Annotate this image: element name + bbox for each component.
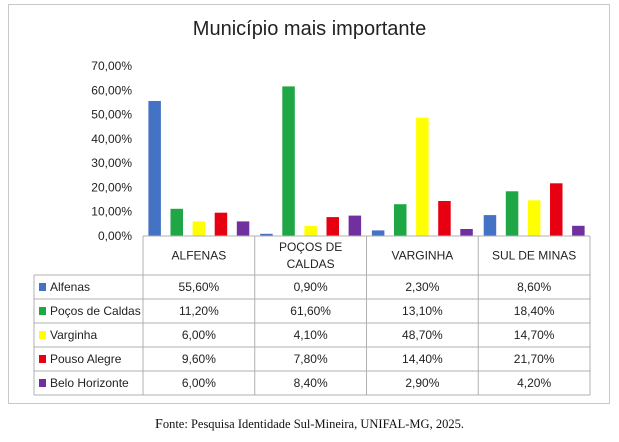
chart-svg: 0,00% 10,00% 20,00% 30,00% 40,00% 50,00% 60,00… <box>33 59 591 396</box>
y-tick-label: 70,00% <box>91 59 132 73</box>
y-tick-label: 60,00% <box>91 83 132 97</box>
figure-caption: Fonte: Pesquisa Identidade Sul-Mineira, … <box>0 417 619 433</box>
data-label: 0,90% <box>294 280 328 294</box>
category-label: CALDAS <box>287 257 335 271</box>
bar-alfenas <box>148 101 161 236</box>
data-label: 8,40% <box>294 376 328 390</box>
bar-pouso-alegre <box>214 212 228 236</box>
data-label: 6,00% <box>182 376 216 390</box>
data-label: 9,60% <box>182 352 216 366</box>
category-label: ALFENAS <box>172 249 227 263</box>
data-label: 7,80% <box>294 352 328 366</box>
data-label: 2,30% <box>405 280 439 294</box>
legend-key <box>39 283 46 291</box>
bar-alfenas <box>371 230 385 236</box>
legend-key <box>39 355 46 363</box>
chart-title: Município mais importante <box>192 18 427 40</box>
data-label: 11,20% <box>179 304 219 318</box>
data-label: 55,60% <box>179 280 220 294</box>
bar-belo-horizonte <box>460 229 473 236</box>
category-label: SUL DE MINAS <box>492 249 576 263</box>
data-label: 13,10% <box>402 304 443 318</box>
y-tick-label: 10,00% <box>91 205 132 219</box>
bar-varginha <box>527 200 541 236</box>
bar-varginha <box>304 226 317 236</box>
legend-label: Varginha <box>50 328 97 342</box>
data-label: 21,70% <box>514 352 555 366</box>
data-label: 8,60% <box>517 280 551 294</box>
y-tick-label: 30,00% <box>91 156 132 170</box>
data-label: 2,90% <box>405 376 439 390</box>
bar-poços-de-caldas <box>170 208 183 236</box>
data-label: 48,70% <box>402 328 443 342</box>
data-label: 6,00% <box>182 328 216 342</box>
bar-pouso-alegre <box>438 201 451 236</box>
data-label: 14,40% <box>402 352 443 366</box>
data-label: 14,70% <box>514 328 555 342</box>
bar-pouso-alegre <box>550 183 563 236</box>
data-label: 18,40% <box>514 304 555 318</box>
bar-poços-de-caldas <box>394 204 407 236</box>
bar-varginha <box>192 221 206 236</box>
caption-text: onte: Pesquisa Identidade Sul-Mineira, U… <box>162 417 464 431</box>
legend-label: Poços de Caldas <box>50 304 141 318</box>
bar-alfenas <box>260 233 273 236</box>
legend-key <box>39 331 46 339</box>
bar-belo-horizonte <box>348 215 362 236</box>
bar-belo-horizonte <box>236 221 250 236</box>
legend-label: Pouso Alegre <box>50 352 122 366</box>
bar-alfenas <box>483 215 497 236</box>
bar-poços-de-caldas <box>282 86 295 237</box>
bar-belo-horizonte <box>572 225 585 236</box>
y-tick-label: 20,00% <box>91 180 132 194</box>
legend-label: Alfenas <box>50 280 90 294</box>
y-tick-label: 0,00% <box>98 229 132 243</box>
data-label: 61,60% <box>290 304 331 318</box>
y-tick-label: 40,00% <box>91 132 132 146</box>
bar-poços-de-caldas <box>505 191 519 236</box>
legend-key <box>39 307 46 315</box>
bar-varginha <box>416 117 429 236</box>
legend-key <box>39 379 46 387</box>
caption-initial: F <box>155 417 163 432</box>
category-label: POÇOS DE <box>279 240 342 254</box>
bar-pouso-alegre <box>326 217 339 236</box>
data-label: 4,20% <box>517 376 551 390</box>
legend-label: Belo Horizonte <box>50 376 129 390</box>
category-label: VARGINHA <box>391 249 453 263</box>
y-tick-label: 50,00% <box>91 108 132 122</box>
data-label: 4,10% <box>294 328 328 342</box>
